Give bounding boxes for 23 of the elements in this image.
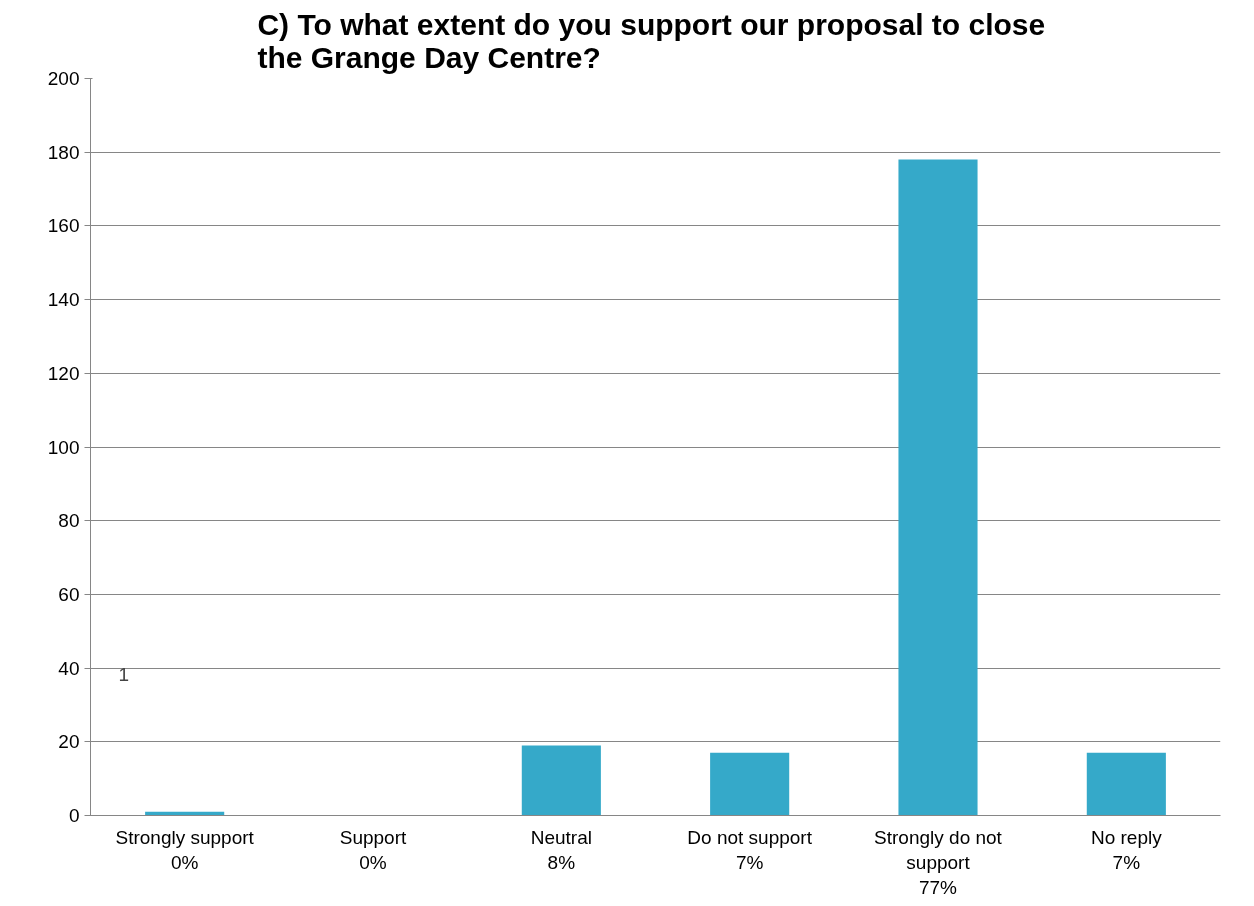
y-tick-label: 60 <box>58 583 80 605</box>
x-tick-label: Neutral 8% <box>530 826 592 873</box>
x-tick-label: Strongly do not support 77% <box>874 826 1003 898</box>
bar <box>710 752 790 816</box>
annotation: 1 <box>118 664 130 686</box>
y-tick-label: 120 <box>47 362 80 384</box>
y-tick-label: 140 <box>47 289 80 311</box>
y-tick-label: 40 <box>58 657 80 679</box>
y-tick-label: 100 <box>47 436 80 458</box>
bar <box>1086 752 1166 816</box>
x-tick-label: No reply 7% <box>1090 826 1163 873</box>
x-tick-label: Strongly support 0% <box>115 826 255 873</box>
x-tick-label: Support 0% <box>339 826 407 873</box>
bar <box>521 745 601 816</box>
y-tick-label: 180 <box>47 141 80 163</box>
bar <box>898 159 978 816</box>
y-tick-label: 200 <box>47 68 80 89</box>
y-tick-label: 20 <box>58 731 80 753</box>
chart-title: C) To what extent do you support our proposal to close the Grange Day Centre? <box>257 7 1046 74</box>
y-tick-label: 80 <box>58 510 80 532</box>
y-tick-label: 0 <box>68 805 80 826</box>
y-tick-label: 160 <box>47 215 80 237</box>
x-tick-label: Do not support 7% <box>687 826 813 873</box>
